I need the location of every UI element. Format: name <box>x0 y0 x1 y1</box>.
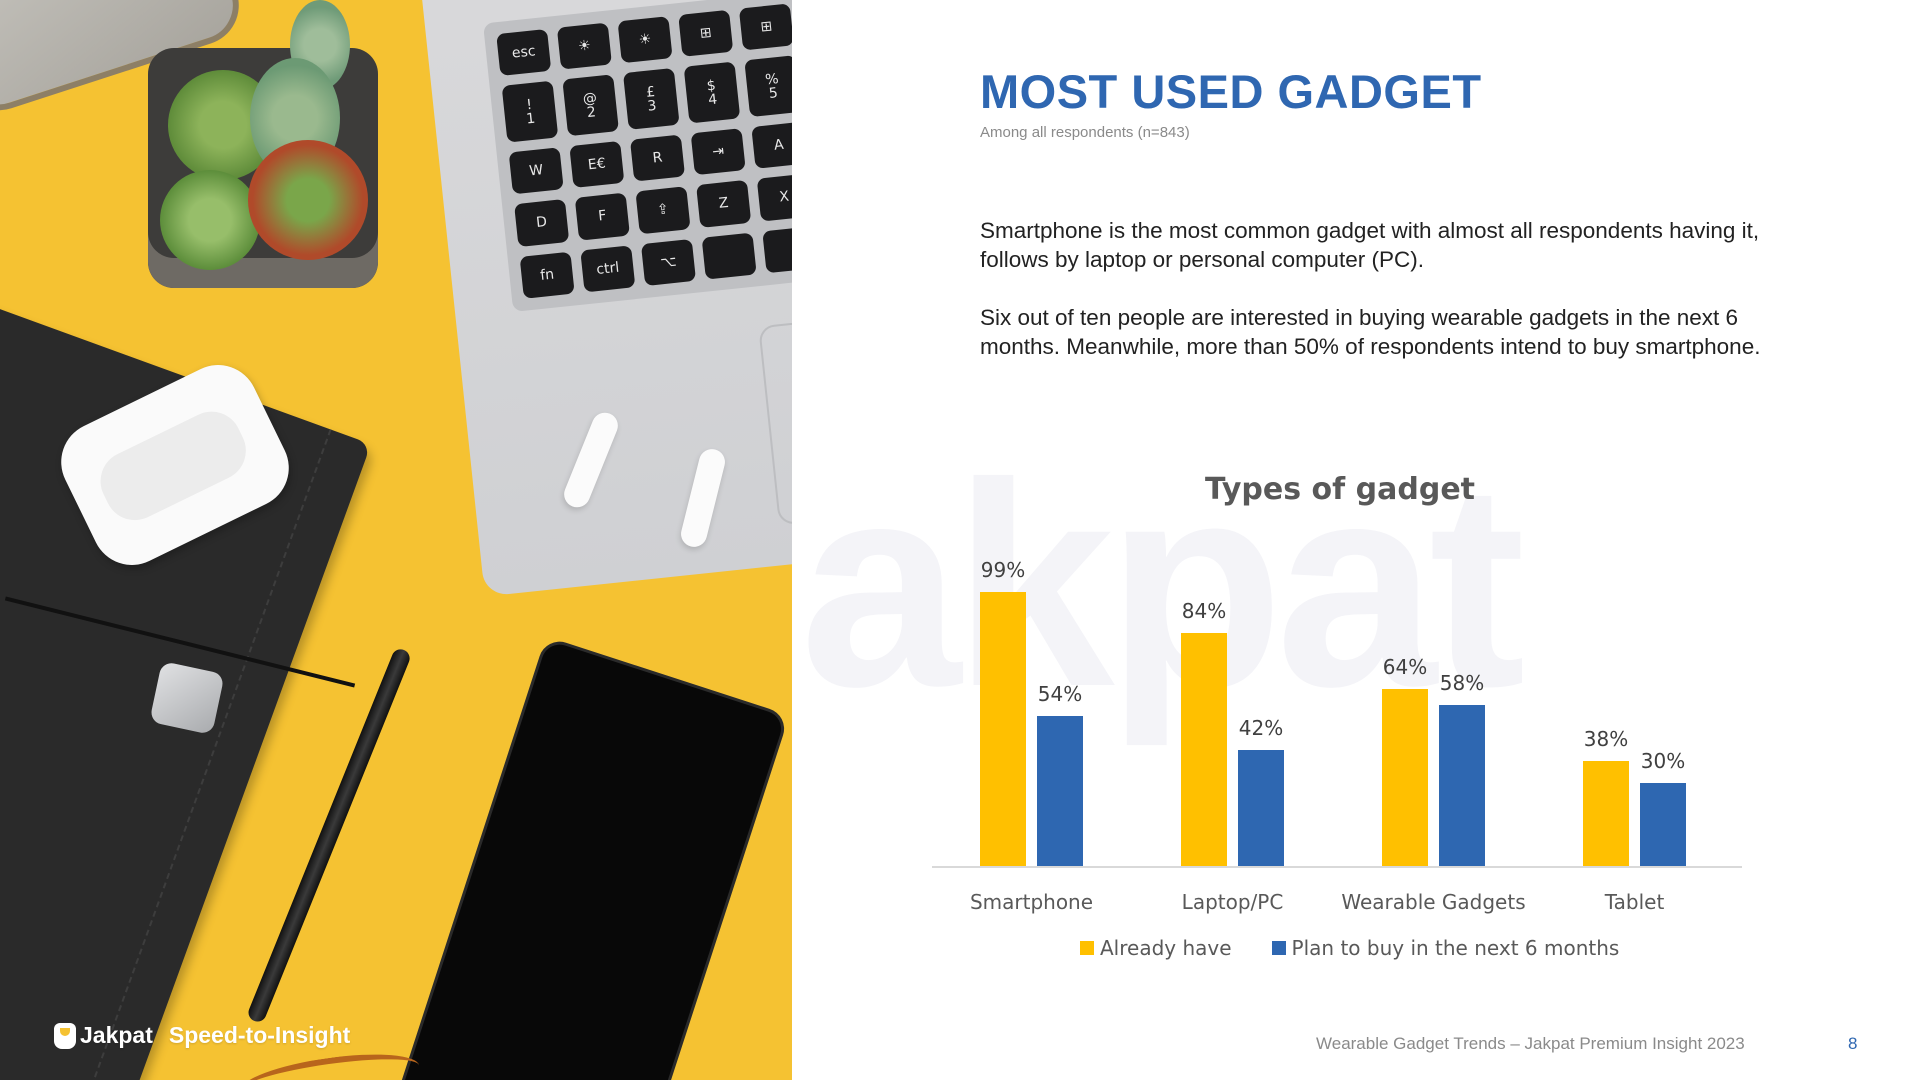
keyboard-key: D <box>514 199 570 247</box>
succulent <box>160 170 260 270</box>
keyboard-key: ⇪ <box>635 186 691 234</box>
hero-photo: esc☀☀⊞⊞⌀! 1@ 2£ 3$ 4% 5QWE€R⇥ASDF⇪ZXCfnc… <box>0 0 792 1080</box>
smartphone <box>374 640 786 1080</box>
chart-legend: Already have Plan to buy in the next 6 m… <box>1080 936 1619 960</box>
keyboard-key: Z <box>696 180 752 228</box>
keyboard-key: E€ <box>569 140 625 189</box>
keyboard-key: ctrl <box>580 244 636 293</box>
legend-swatch-yellow <box>1080 941 1094 955</box>
category-label: Smartphone <box>969 890 1094 914</box>
legend-label: Already have <box>1100 936 1232 960</box>
insight-paragraph-1: Smartphone is the most common gadget wit… <box>980 218 1760 272</box>
category-label: Tablet <box>1604 890 1665 914</box>
keyboard-key: F <box>574 192 630 241</box>
page-number: 8 <box>1848 1034 1858 1053</box>
tagline: Speed-to-Insight <box>168 1022 351 1048</box>
keyboard-key <box>701 232 757 280</box>
keyboard-key: A <box>751 121 792 170</box>
category-label: Wearable Gadgets <box>1341 890 1526 914</box>
data-label: 54% <box>1037 682 1083 707</box>
laptop-keyboard: esc☀☀⊞⊞⌀! 1@ 2£ 3$ 4% 5QWE€R⇥ASDF⇪ZXCfnc… <box>482 0 792 312</box>
bar-chart: 99% 54% 84% 42% 64% 58% 38% 30% <box>932 557 1742 868</box>
bar-plan-to-buy <box>1439 705 1485 866</box>
category-label: Laptop/PC <box>1181 890 1284 914</box>
keyboard-key: esc <box>496 28 552 77</box>
data-label: 38% <box>1583 726 1629 751</box>
jakpat-heart-bubble-icon <box>54 1022 76 1049</box>
insight-paragraph-2: Six out of ten people are interested in … <box>980 305 1761 359</box>
legend-swatch-blue <box>1271 941 1286 955</box>
eyeglasses <box>238 1045 422 1080</box>
bar-already-have <box>1583 760 1629 866</box>
bar-plan-to-buy <box>1238 749 1284 866</box>
x-axis-line <box>932 866 1742 868</box>
bar-plan-to-buy <box>1640 782 1686 866</box>
legend-item-already-have: Already have <box>1080 936 1232 960</box>
keyboard-key: ! 1 <box>501 81 559 143</box>
data-label: 99% <box>980 557 1026 582</box>
keyboard-key: X <box>756 173 792 222</box>
keyboard-key: fn <box>519 251 575 299</box>
jakpat-logo: Jakpat <box>54 1022 153 1049</box>
keyboard-key: ⇥ <box>690 127 746 176</box>
bar-already-have <box>980 591 1026 866</box>
chart-title: Types of gadget <box>1204 472 1476 507</box>
keyboard-key: W <box>508 147 564 195</box>
page-title: MOST USED GADGET <box>980 65 1482 118</box>
bar-already-have <box>1181 633 1227 866</box>
keyboard-key: ☀ <box>617 16 673 64</box>
data-label: 64% <box>1382 654 1428 679</box>
keyboard-key: ⌥ <box>640 238 697 287</box>
keyboard-key: ⊞ <box>738 3 792 51</box>
keyboard-key: £ 3 <box>622 68 680 130</box>
keyboard-key: % 5 <box>744 55 792 117</box>
keyboard-key: R <box>629 134 686 182</box>
keyboard-key: ☀ <box>556 22 613 71</box>
keyboard-key <box>762 225 792 274</box>
keyboard-key: ⊞ <box>678 9 734 58</box>
bar-already-have <box>1382 688 1428 866</box>
succulent <box>248 140 368 260</box>
legend-item-plan-to-buy: Plan to buy in the next 6 months <box>1271 936 1620 960</box>
data-label: 58% <box>1439 671 1485 696</box>
notebook-clasp <box>149 661 225 735</box>
keyboard-key: $ 4 <box>683 61 741 124</box>
keyboard-key: @ 2 <box>562 74 619 137</box>
data-label: 30% <box>1640 748 1686 773</box>
data-label: 42% <box>1238 715 1284 740</box>
footer-report-title: Wearable Gadget Trends – Jakpat Premium … <box>1316 1034 1745 1053</box>
laptop-trackpad <box>758 305 792 526</box>
data-label: 84% <box>1181 599 1227 624</box>
laptop: esc☀☀⊞⊞⌀! 1@ 2£ 3$ 4% 5QWE€R⇥ASDF⇪ZXCfnc… <box>418 0 792 597</box>
legend-label: Plan to buy in the next 6 months <box>1291 936 1620 960</box>
brand-lockup: Jakpat Speed-to-Insight <box>54 1022 350 1049</box>
bar-plan-to-buy <box>1037 716 1083 866</box>
page-subtitle: Among all respondents (n=843) <box>980 124 1190 141</box>
watermark: akpat <box>800 423 1526 747</box>
logo-text: Jakpat <box>80 1022 153 1048</box>
